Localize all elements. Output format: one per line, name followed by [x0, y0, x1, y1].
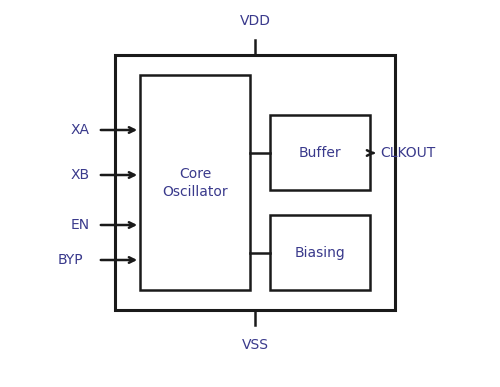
Text: VDD: VDD: [240, 14, 270, 28]
Text: Oscillator: Oscillator: [162, 185, 228, 199]
Text: Buffer: Buffer: [298, 146, 342, 160]
Bar: [140, 75, 250, 290]
Text: XB: XB: [71, 168, 90, 182]
Text: VSS: VSS: [242, 338, 268, 352]
Text: Core: Core: [179, 167, 211, 181]
Text: CLKOUT: CLKOUT: [380, 146, 435, 160]
Bar: [270, 215, 370, 290]
Bar: [270, 115, 370, 190]
Text: BYP: BYP: [58, 253, 83, 267]
Bar: [115, 55, 395, 310]
Text: EN: EN: [71, 218, 90, 232]
Text: Biasing: Biasing: [294, 246, 346, 260]
Text: XA: XA: [71, 123, 90, 137]
